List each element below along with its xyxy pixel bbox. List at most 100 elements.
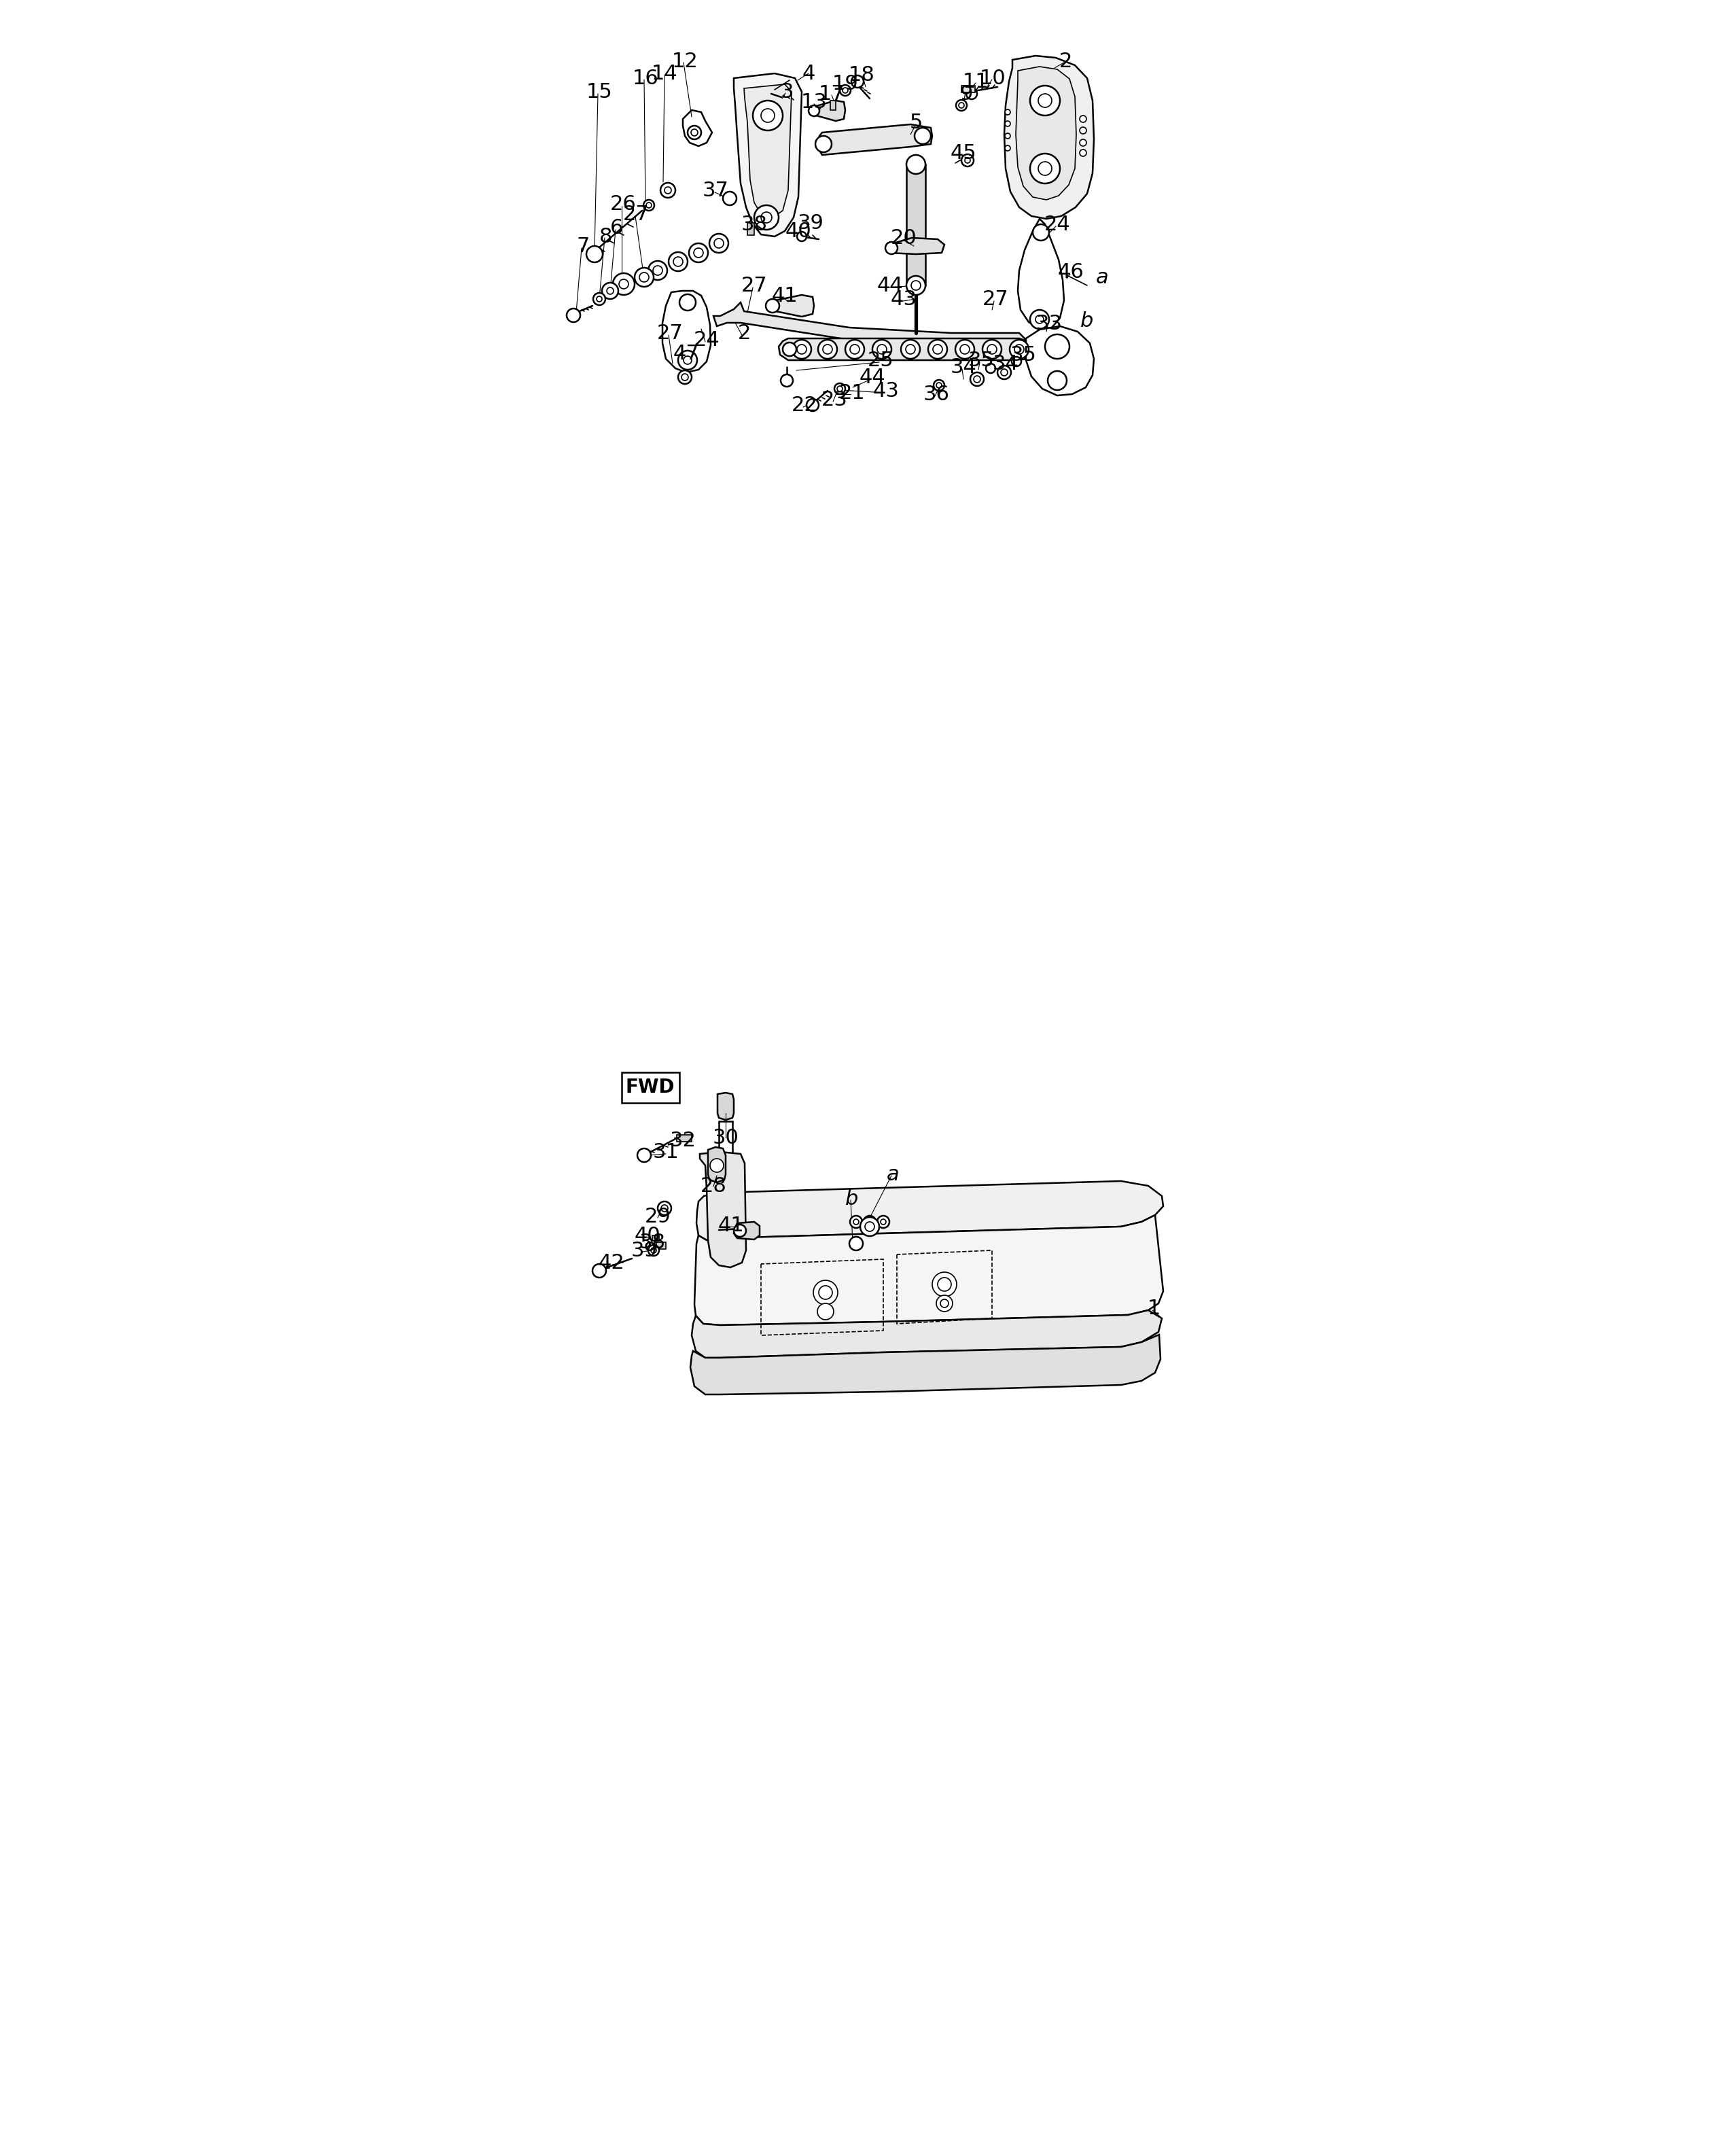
Circle shape bbox=[1080, 116, 1087, 122]
Circle shape bbox=[1038, 161, 1052, 176]
Circle shape bbox=[998, 367, 1010, 379]
Circle shape bbox=[658, 1201, 672, 1216]
Text: a: a bbox=[887, 1164, 899, 1183]
Circle shape bbox=[753, 101, 783, 131]
Text: 5: 5 bbox=[910, 111, 922, 133]
Circle shape bbox=[957, 101, 967, 111]
Text: 11: 11 bbox=[962, 71, 990, 92]
Circle shape bbox=[818, 1304, 833, 1321]
Polygon shape bbox=[767, 296, 814, 317]
Circle shape bbox=[687, 126, 701, 139]
Text: 39: 39 bbox=[630, 1241, 658, 1261]
Circle shape bbox=[967, 88, 977, 99]
Circle shape bbox=[816, 135, 832, 152]
Circle shape bbox=[974, 375, 981, 382]
Bar bbox=[748, 223, 753, 236]
Circle shape bbox=[1080, 126, 1087, 133]
Text: 38: 38 bbox=[741, 214, 767, 234]
Text: 2: 2 bbox=[1059, 51, 1071, 71]
Circle shape bbox=[679, 352, 698, 369]
Circle shape bbox=[936, 382, 941, 388]
Circle shape bbox=[854, 1220, 859, 1224]
Circle shape bbox=[1005, 109, 1010, 116]
Circle shape bbox=[915, 129, 930, 144]
Circle shape bbox=[819, 1286, 832, 1299]
Circle shape bbox=[1005, 146, 1010, 150]
Text: 47: 47 bbox=[674, 343, 700, 362]
Polygon shape bbox=[906, 165, 925, 285]
Circle shape bbox=[651, 1248, 656, 1252]
Polygon shape bbox=[691, 1310, 1161, 1357]
Circle shape bbox=[660, 182, 675, 197]
Circle shape bbox=[845, 339, 865, 358]
Circle shape bbox=[901, 339, 920, 358]
Text: 27: 27 bbox=[623, 204, 649, 223]
Bar bbox=[677, 1134, 691, 1141]
Circle shape bbox=[710, 234, 729, 253]
Text: 6: 6 bbox=[611, 219, 623, 238]
Circle shape bbox=[684, 356, 691, 364]
Circle shape bbox=[962, 154, 974, 167]
Text: 23: 23 bbox=[821, 390, 847, 410]
Text: 44: 44 bbox=[877, 277, 903, 296]
Polygon shape bbox=[1017, 219, 1064, 328]
Circle shape bbox=[665, 187, 672, 193]
Circle shape bbox=[983, 339, 1002, 358]
Text: 34: 34 bbox=[993, 354, 1019, 373]
Circle shape bbox=[965, 159, 970, 163]
Circle shape bbox=[866, 1220, 873, 1224]
Circle shape bbox=[679, 371, 691, 384]
Circle shape bbox=[1010, 339, 1029, 358]
Circle shape bbox=[1029, 311, 1049, 328]
Text: 3: 3 bbox=[779, 81, 793, 101]
Circle shape bbox=[842, 88, 847, 92]
Circle shape bbox=[1049, 371, 1066, 390]
Text: 8: 8 bbox=[599, 227, 613, 247]
Circle shape bbox=[648, 262, 667, 281]
Circle shape bbox=[646, 202, 651, 208]
Text: 20: 20 bbox=[891, 227, 917, 249]
Circle shape bbox=[877, 1216, 889, 1229]
Text: 15: 15 bbox=[587, 81, 613, 101]
Polygon shape bbox=[700, 1244, 1125, 1276]
Text: 18: 18 bbox=[849, 64, 875, 84]
Text: 35: 35 bbox=[1010, 345, 1036, 364]
Text: 2: 2 bbox=[738, 324, 750, 343]
Text: 14: 14 bbox=[651, 64, 677, 84]
Polygon shape bbox=[887, 238, 944, 255]
Circle shape bbox=[781, 375, 793, 386]
Polygon shape bbox=[734, 1222, 760, 1239]
Circle shape bbox=[840, 86, 851, 96]
Text: 40: 40 bbox=[785, 221, 811, 240]
Circle shape bbox=[1080, 150, 1087, 157]
Circle shape bbox=[865, 1222, 875, 1231]
Polygon shape bbox=[708, 1147, 726, 1183]
Polygon shape bbox=[811, 101, 845, 120]
Circle shape bbox=[1014, 345, 1024, 354]
Polygon shape bbox=[1026, 326, 1094, 394]
Text: 29: 29 bbox=[644, 1207, 670, 1226]
Circle shape bbox=[639, 272, 649, 283]
Circle shape bbox=[653, 266, 663, 274]
Text: 35: 35 bbox=[969, 349, 995, 371]
Text: 33: 33 bbox=[1036, 313, 1062, 332]
Text: 34: 34 bbox=[950, 358, 977, 377]
Circle shape bbox=[823, 345, 832, 354]
Circle shape bbox=[668, 253, 687, 270]
Text: 45: 45 bbox=[950, 144, 977, 163]
Text: 30: 30 bbox=[712, 1128, 740, 1147]
Circle shape bbox=[885, 242, 898, 255]
Polygon shape bbox=[779, 339, 1035, 360]
Text: 16: 16 bbox=[632, 69, 658, 88]
Text: 27: 27 bbox=[656, 324, 682, 343]
Circle shape bbox=[1038, 94, 1052, 107]
Text: 42: 42 bbox=[599, 1252, 625, 1274]
Text: 27: 27 bbox=[983, 289, 1009, 309]
Circle shape bbox=[863, 1216, 877, 1229]
Text: 31: 31 bbox=[653, 1143, 679, 1162]
Circle shape bbox=[960, 345, 970, 354]
Circle shape bbox=[812, 1280, 838, 1306]
Circle shape bbox=[986, 364, 995, 373]
Circle shape bbox=[1029, 154, 1061, 184]
Text: 17: 17 bbox=[818, 84, 845, 103]
